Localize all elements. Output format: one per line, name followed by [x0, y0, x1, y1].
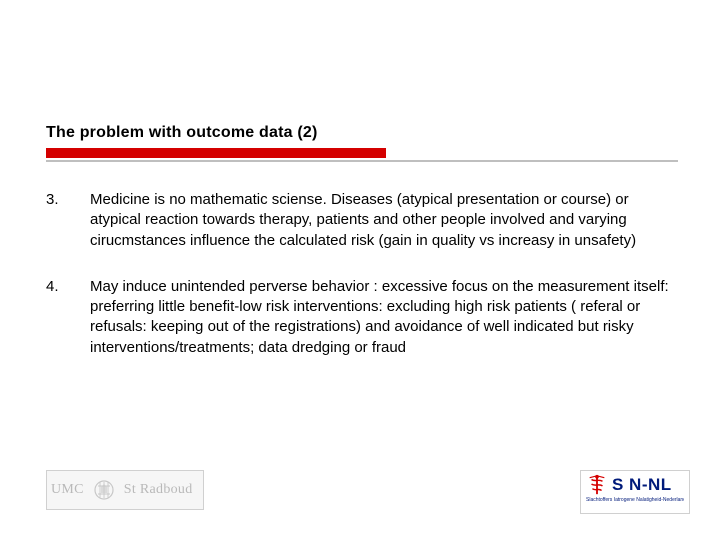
slide: The problem with outcome data (2) 3. Med… [0, 0, 720, 540]
title-underline-red [46, 148, 386, 158]
list-item: 4. May induce unintended perverse behavi… [46, 277, 678, 358]
slide-title: The problem with outcome data (2) [46, 124, 318, 142]
footer-org-b: St Radboud [124, 482, 193, 498]
sin-subtitle: Slachtoffers Iatrogene Nalatigheid-Neder… [586, 497, 684, 503]
footer-org-a: UMC [51, 482, 84, 498]
list-item-text: May induce unintended perverse behavior … [90, 277, 678, 358]
list-item-text: Medicine is no mathematic sciense. Disea… [90, 190, 678, 251]
crest-icon [92, 478, 116, 502]
sin-brand-text: S N-NL [612, 475, 672, 495]
list-item-number: 3. [46, 190, 90, 251]
footer-logo-left: UMC St Radboud [46, 470, 204, 510]
sin-brand-row: S N-NL [586, 474, 684, 496]
caduceus-icon [586, 474, 608, 496]
title-underline-gray [46, 160, 678, 162]
list-item-number: 4. [46, 277, 90, 358]
list-item: 3. Medicine is no mathematic sciense. Di… [46, 190, 678, 251]
footer-logo-right: S N-NL Slachtoffers Iatrogene Nalatighei… [580, 470, 690, 514]
numbered-list: 3. Medicine is no mathematic sciense. Di… [46, 190, 678, 384]
